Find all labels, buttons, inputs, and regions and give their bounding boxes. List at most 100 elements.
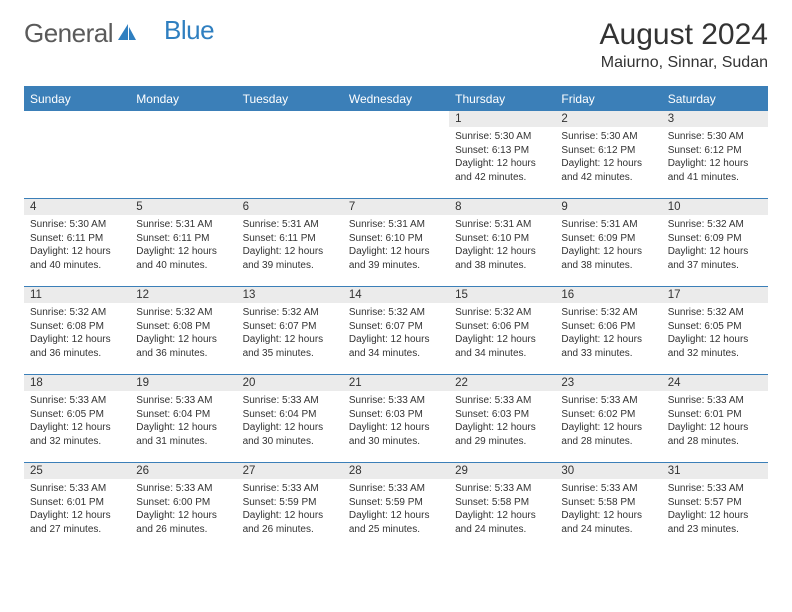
day-number: 28 <box>343 463 449 479</box>
day-details: Sunrise: 5:33 AMSunset: 6:04 PMDaylight:… <box>130 391 236 451</box>
day-details: Sunrise: 5:30 AMSunset: 6:12 PMDaylight:… <box>555 127 661 187</box>
calendar-day-cell: 6Sunrise: 5:31 AMSunset: 6:11 PMDaylight… <box>237 199 343 287</box>
calendar-day-cell: 30Sunrise: 5:33 AMSunset: 5:58 PMDayligh… <box>555 463 661 551</box>
calendar-week-row: 25Sunrise: 5:33 AMSunset: 6:01 PMDayligh… <box>24 463 768 551</box>
day-details: Sunrise: 5:31 AMSunset: 6:11 PMDaylight:… <box>237 215 343 275</box>
day-details: Sunrise: 5:33 AMSunset: 5:59 PMDaylight:… <box>343 479 449 539</box>
day-details: Sunrise: 5:33 AMSunset: 6:03 PMDaylight:… <box>343 391 449 451</box>
calendar-day-cell: 19Sunrise: 5:33 AMSunset: 6:04 PMDayligh… <box>130 375 236 463</box>
location: Maiurno, Sinnar, Sudan <box>600 54 768 72</box>
logo-text-general: General <box>24 18 113 49</box>
weekday-header: Saturday <box>662 87 768 111</box>
day-details: Sunrise: 5:33 AMSunset: 5:57 PMDaylight:… <box>662 479 768 539</box>
logo: General Blue <box>24 18 214 49</box>
calendar-day-cell <box>343 111 449 199</box>
weekday-header-row: SundayMondayTuesdayWednesdayThursdayFrid… <box>24 87 768 111</box>
calendar-day-cell: 4Sunrise: 5:30 AMSunset: 6:11 PMDaylight… <box>24 199 130 287</box>
calendar-day-cell: 29Sunrise: 5:33 AMSunset: 5:58 PMDayligh… <box>449 463 555 551</box>
day-details: Sunrise: 5:33 AMSunset: 6:01 PMDaylight:… <box>662 391 768 451</box>
day-number: 18 <box>24 375 130 391</box>
header: General Blue August 2024 Maiurno, Sinnar… <box>24 18 768 72</box>
day-number: 6 <box>237 199 343 215</box>
day-number: 25 <box>24 463 130 479</box>
day-number: 19 <box>130 375 236 391</box>
calendar-day-cell: 5Sunrise: 5:31 AMSunset: 6:11 PMDaylight… <box>130 199 236 287</box>
calendar-week-row: 18Sunrise: 5:33 AMSunset: 6:05 PMDayligh… <box>24 375 768 463</box>
day-details: Sunrise: 5:32 AMSunset: 6:09 PMDaylight:… <box>662 215 768 275</box>
day-number: 23 <box>555 375 661 391</box>
day-number: 13 <box>237 287 343 303</box>
day-details: Sunrise: 5:33 AMSunset: 6:03 PMDaylight:… <box>449 391 555 451</box>
day-number: 29 <box>449 463 555 479</box>
day-number: 21 <box>343 375 449 391</box>
weekday-header: Thursday <box>449 87 555 111</box>
day-details: Sunrise: 5:32 AMSunset: 6:07 PMDaylight:… <box>237 303 343 363</box>
day-number: 26 <box>130 463 236 479</box>
day-details: Sunrise: 5:32 AMSunset: 6:06 PMDaylight:… <box>449 303 555 363</box>
weekday-header: Sunday <box>24 87 130 111</box>
calendar-day-cell <box>130 111 236 199</box>
calendar-day-cell: 10Sunrise: 5:32 AMSunset: 6:09 PMDayligh… <box>662 199 768 287</box>
calendar-day-cell: 11Sunrise: 5:32 AMSunset: 6:08 PMDayligh… <box>24 287 130 375</box>
day-number: 12 <box>130 287 236 303</box>
day-number: 20 <box>237 375 343 391</box>
calendar-day-cell: 18Sunrise: 5:33 AMSunset: 6:05 PMDayligh… <box>24 375 130 463</box>
calendar-day-cell: 31Sunrise: 5:33 AMSunset: 5:57 PMDayligh… <box>662 463 768 551</box>
calendar-day-cell: 22Sunrise: 5:33 AMSunset: 6:03 PMDayligh… <box>449 375 555 463</box>
weekday-header: Monday <box>130 87 236 111</box>
day-details: Sunrise: 5:33 AMSunset: 6:05 PMDaylight:… <box>24 391 130 451</box>
day-number: 15 <box>449 287 555 303</box>
day-number: 30 <box>555 463 661 479</box>
day-number: 4 <box>24 199 130 215</box>
day-details: Sunrise: 5:31 AMSunset: 6:11 PMDaylight:… <box>130 215 236 275</box>
day-details: Sunrise: 5:32 AMSunset: 6:06 PMDaylight:… <box>555 303 661 363</box>
day-number: 17 <box>662 287 768 303</box>
calendar-week-row: 11Sunrise: 5:32 AMSunset: 6:08 PMDayligh… <box>24 287 768 375</box>
calendar-table: SundayMondayTuesdayWednesdayThursdayFrid… <box>24 86 768 551</box>
calendar-week-row: 1Sunrise: 5:30 AMSunset: 6:13 PMDaylight… <box>24 111 768 199</box>
title-block: August 2024 Maiurno, Sinnar, Sudan <box>600 18 768 72</box>
calendar-day-cell: 8Sunrise: 5:31 AMSunset: 6:10 PMDaylight… <box>449 199 555 287</box>
day-details: Sunrise: 5:32 AMSunset: 6:05 PMDaylight:… <box>662 303 768 363</box>
calendar-day-cell: 23Sunrise: 5:33 AMSunset: 6:02 PMDayligh… <box>555 375 661 463</box>
calendar-day-cell <box>237 111 343 199</box>
month-title: August 2024 <box>600 18 768 52</box>
calendar-day-cell: 21Sunrise: 5:33 AMSunset: 6:03 PMDayligh… <box>343 375 449 463</box>
day-number <box>24 111 130 127</box>
day-details: Sunrise: 5:33 AMSunset: 6:04 PMDaylight:… <box>237 391 343 451</box>
calendar-day-cell: 13Sunrise: 5:32 AMSunset: 6:07 PMDayligh… <box>237 287 343 375</box>
day-number: 2 <box>555 111 661 127</box>
day-details: Sunrise: 5:33 AMSunset: 5:58 PMDaylight:… <box>555 479 661 539</box>
sail-icon <box>116 18 138 49</box>
day-details: Sunrise: 5:33 AMSunset: 6:02 PMDaylight:… <box>555 391 661 451</box>
weekday-header: Tuesday <box>237 87 343 111</box>
day-number: 5 <box>130 199 236 215</box>
day-details: Sunrise: 5:30 AMSunset: 6:11 PMDaylight:… <box>24 215 130 275</box>
day-details: Sunrise: 5:33 AMSunset: 6:00 PMDaylight:… <box>130 479 236 539</box>
day-number: 14 <box>343 287 449 303</box>
calendar-day-cell: 1Sunrise: 5:30 AMSunset: 6:13 PMDaylight… <box>449 111 555 199</box>
day-details: Sunrise: 5:31 AMSunset: 6:09 PMDaylight:… <box>555 215 661 275</box>
day-number: 11 <box>24 287 130 303</box>
day-details: Sunrise: 5:33 AMSunset: 5:59 PMDaylight:… <box>237 479 343 539</box>
day-number: 3 <box>662 111 768 127</box>
calendar-day-cell: 27Sunrise: 5:33 AMSunset: 5:59 PMDayligh… <box>237 463 343 551</box>
calendar-day-cell: 3Sunrise: 5:30 AMSunset: 6:12 PMDaylight… <box>662 111 768 199</box>
day-number: 9 <box>555 199 661 215</box>
day-details: Sunrise: 5:31 AMSunset: 6:10 PMDaylight:… <box>449 215 555 275</box>
day-details: Sunrise: 5:30 AMSunset: 6:12 PMDaylight:… <box>662 127 768 187</box>
calendar-day-cell: 2Sunrise: 5:30 AMSunset: 6:12 PMDaylight… <box>555 111 661 199</box>
calendar-week-row: 4Sunrise: 5:30 AMSunset: 6:11 PMDaylight… <box>24 199 768 287</box>
calendar-day-cell: 12Sunrise: 5:32 AMSunset: 6:08 PMDayligh… <box>130 287 236 375</box>
day-number <box>237 111 343 127</box>
day-number: 31 <box>662 463 768 479</box>
calendar-day-cell: 15Sunrise: 5:32 AMSunset: 6:06 PMDayligh… <box>449 287 555 375</box>
calendar-day-cell: 14Sunrise: 5:32 AMSunset: 6:07 PMDayligh… <box>343 287 449 375</box>
day-number <box>130 111 236 127</box>
weekday-header: Wednesday <box>343 87 449 111</box>
calendar-day-cell: 16Sunrise: 5:32 AMSunset: 6:06 PMDayligh… <box>555 287 661 375</box>
day-number: 7 <box>343 199 449 215</box>
calendar-day-cell: 20Sunrise: 5:33 AMSunset: 6:04 PMDayligh… <box>237 375 343 463</box>
day-details: Sunrise: 5:32 AMSunset: 6:08 PMDaylight:… <box>130 303 236 363</box>
weekday-header: Friday <box>555 87 661 111</box>
